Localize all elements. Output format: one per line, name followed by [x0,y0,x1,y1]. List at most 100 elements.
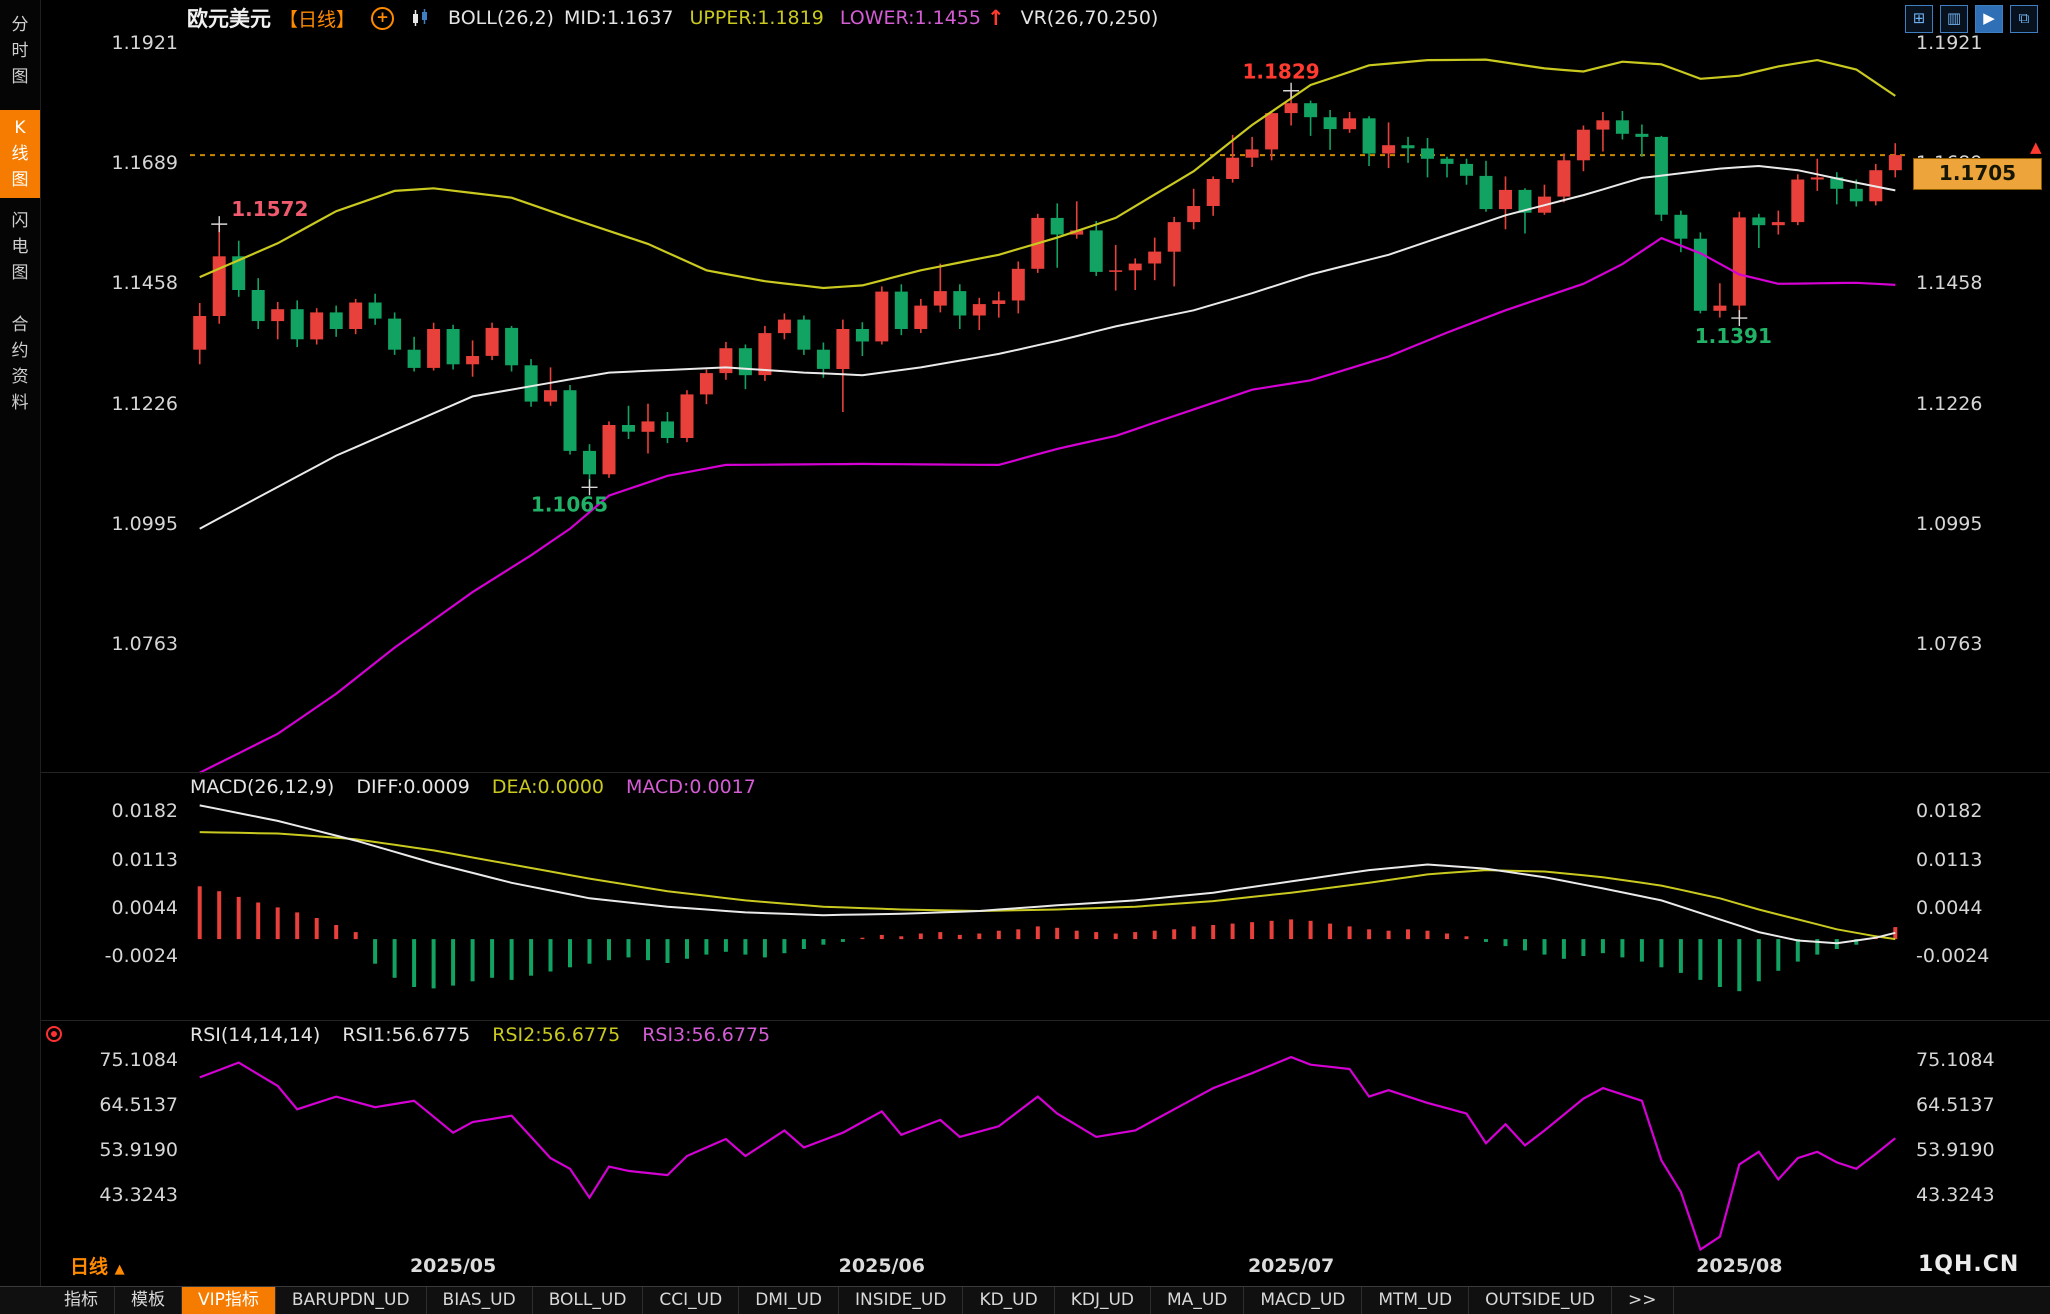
period-tag: 【日线】 [279,8,356,31]
price-extreme-label: 1.1391 [1695,324,1772,348]
indicator-tab[interactable]: 指标 [48,1287,115,1314]
indicator-tab[interactable]: VIP指标 [182,1287,276,1314]
sidebar-item-contract-info[interactable]: 合约资料 [11,315,29,413]
grid-layout-icon[interactable]: ⊞ [1905,5,1933,33]
chart-layout-toolbar: ⊞ ▥ ▶ ⧉ [1905,5,2038,33]
red-circle-icon [46,1026,62,1042]
rsi3-value: RSI3:56.6775 [642,1024,771,1046]
symbol-title: 欧元美元 [187,7,271,31]
price-axis-tick: 1.1226 [1916,393,1983,415]
macd-axis-tick: 0.0044 [1916,897,1983,919]
macd-axis-tick: 0.0113 [111,849,178,871]
macd-axis-tick: 0.0044 [111,897,178,919]
indicator-tab[interactable]: >> [1612,1287,1674,1314]
indicator-tab[interactable]: MA_UD [1151,1287,1245,1314]
price-extreme-label: 1.1572 [231,197,308,221]
price-axis-tick: 1.1458 [111,272,178,294]
rsi-axis-tick: 53.9190 [1916,1139,1995,1161]
price-extreme-label: 1.1065 [531,492,608,516]
x-axis-month-label: 2025/07 [1248,1255,1334,1277]
x-axis-month-label: 2025/08 [1696,1255,1782,1277]
watermark: 1QH.CN [1918,1252,2020,1277]
sidebar-item-kline-chart[interactable]: K线图 [0,110,40,198]
indicator-tab[interactable]: CCI_UD [643,1287,740,1314]
boll-mid-value: MID:1.1637 [563,7,674,29]
price-axis-tick: 1.0995 [1916,513,1983,535]
rsi-panel-header: RSI(14,14,14) RSI1:56.6775 RSI2:56.6775 … [190,1024,770,1046]
indicator-tab[interactable]: MACD_UD [1244,1287,1363,1314]
x-axis-month-label: 2025/05 [410,1255,496,1277]
macd-axis-tick: 0.0182 [1916,800,1983,822]
macd-axis-tick: -0.0024 [1916,945,1990,967]
macd-value: MACD:0.0017 [626,776,756,798]
macd-dea-value: DEA:0.0000 [491,776,604,798]
play-panel-icon[interactable]: ▶ [1975,5,2003,33]
indicator-tab[interactable]: OUTSIDE_UD [1469,1287,1613,1314]
price-axis-tick: 1.1921 [1916,32,1983,54]
sidebar-item-minute-chart[interactable]: 分时图 [11,15,29,87]
sidebar-item-flash-chart[interactable]: 闪电图 [11,211,29,283]
vr-indicator-label: VR(26,70,250) [1020,7,1159,29]
indicator-tab[interactable]: INSIDE_UD [839,1287,964,1314]
period-dropdown-arrow-icon: ▲ [114,1262,125,1277]
rsi-line [199,1055,1896,1252]
price-axis-tick: 1.0763 [111,633,178,655]
chart-header: 欧元美元 【日线】 + BOLL(26,2) MID:1.1637 UPPER:… [187,0,1158,36]
rsi-axis-tick: 75.1084 [99,1049,178,1071]
macd-panel-header: MACD(26,12,9) DIFF:0.0009 DEA:0.0000 MAC… [190,776,756,798]
macd-axis-tick: 0.0113 [1916,849,1983,871]
indicator-tab[interactable]: DMI_UD [739,1287,840,1314]
last-price-badge: 1.1705 [1913,158,2042,190]
rsi-axis-tick: 43.3243 [99,1184,178,1206]
boll-lower-value: LOWER:1.1455 [839,7,981,29]
indicator-tab[interactable]: BARUPDN_UD [276,1287,427,1314]
price-axis-tick: 1.1458 [1916,272,1983,294]
rsi-axis-tick: 64.5137 [99,1094,178,1116]
indicator-tab[interactable]: MTM_UD [1362,1287,1470,1314]
new-window-icon[interactable]: ⧉ [2010,5,2038,33]
rsi1-value: RSI1:56.6775 [342,1024,471,1046]
boll-upper-value: UPPER:1.1819 [689,7,824,29]
indicator-tab[interactable]: 模板 [115,1287,182,1314]
boll-mid-line [199,164,1896,530]
indicator-tab[interactable]: BIAS_UD [427,1287,533,1314]
rsi2-value: RSI2:56.6775 [492,1024,621,1046]
price-axis-tick: 1.0995 [111,513,178,535]
candlestick-series [193,90,1902,488]
macd-diff-line [199,804,1896,945]
boll-lower-line [199,236,1896,774]
macd-diff-value: DIFF:0.0009 [356,776,470,798]
macd-panel-divider [41,772,2050,773]
rsi-panel-divider [41,1020,2050,1021]
rsi-axis-tick: 53.9190 [99,1139,178,1161]
price-axis-tick: 1.0763 [1916,633,1983,655]
macd-axis-tick: -0.0024 [104,945,178,967]
rsi-axis-tick: 43.3243 [1916,1184,1995,1206]
macd-title: MACD(26,12,9) [190,776,335,798]
rsi-title: RSI(14,14,14) [190,1024,321,1046]
rsi-axis-tick: 64.5137 [1916,1094,1995,1116]
header-up-arrow-icon: ↑ [986,6,1005,30]
price-axis-tick: 1.1689 [111,152,178,174]
indicator-tab-bar: 指标 模板 VIP指标 BARUPDN_UD BIAS_UD BOLL_UD CCI_UD D… [0,1286,2050,1314]
x-axis-month-label: 2025/06 [839,1255,925,1277]
indicator-tab[interactable]: KD_UD [963,1287,1055,1314]
left-sidebar: 分时图 K线图 闪电图 合约资料 [0,0,41,1314]
indicator-tab[interactable]: KDJ_UD [1055,1287,1152,1314]
price-axis-tick: 1.1921 [111,32,178,54]
indicator-tab[interactable]: BOLL_UD [533,1287,644,1314]
macd-dea-line [199,831,1896,941]
row-layout-icon[interactable]: ▥ [1940,5,1968,33]
period-selector[interactable]: 日线 ▲ [70,1256,125,1278]
rsi-axis-tick: 75.1084 [1916,1049,1995,1071]
price-alert-arrow-icon: ▲ [2030,138,2042,156]
macd-histogram [197,886,1898,992]
price-axis-tick: 1.1226 [111,393,178,415]
boll-upper-line [199,58,1896,290]
add-indicator-icon[interactable]: + [371,6,395,30]
price-extreme-label: 1.1829 [1243,60,1320,84]
mini-candlestick-icon [410,8,432,28]
boll-indicator-label: BOLL(26,2) [448,7,554,29]
